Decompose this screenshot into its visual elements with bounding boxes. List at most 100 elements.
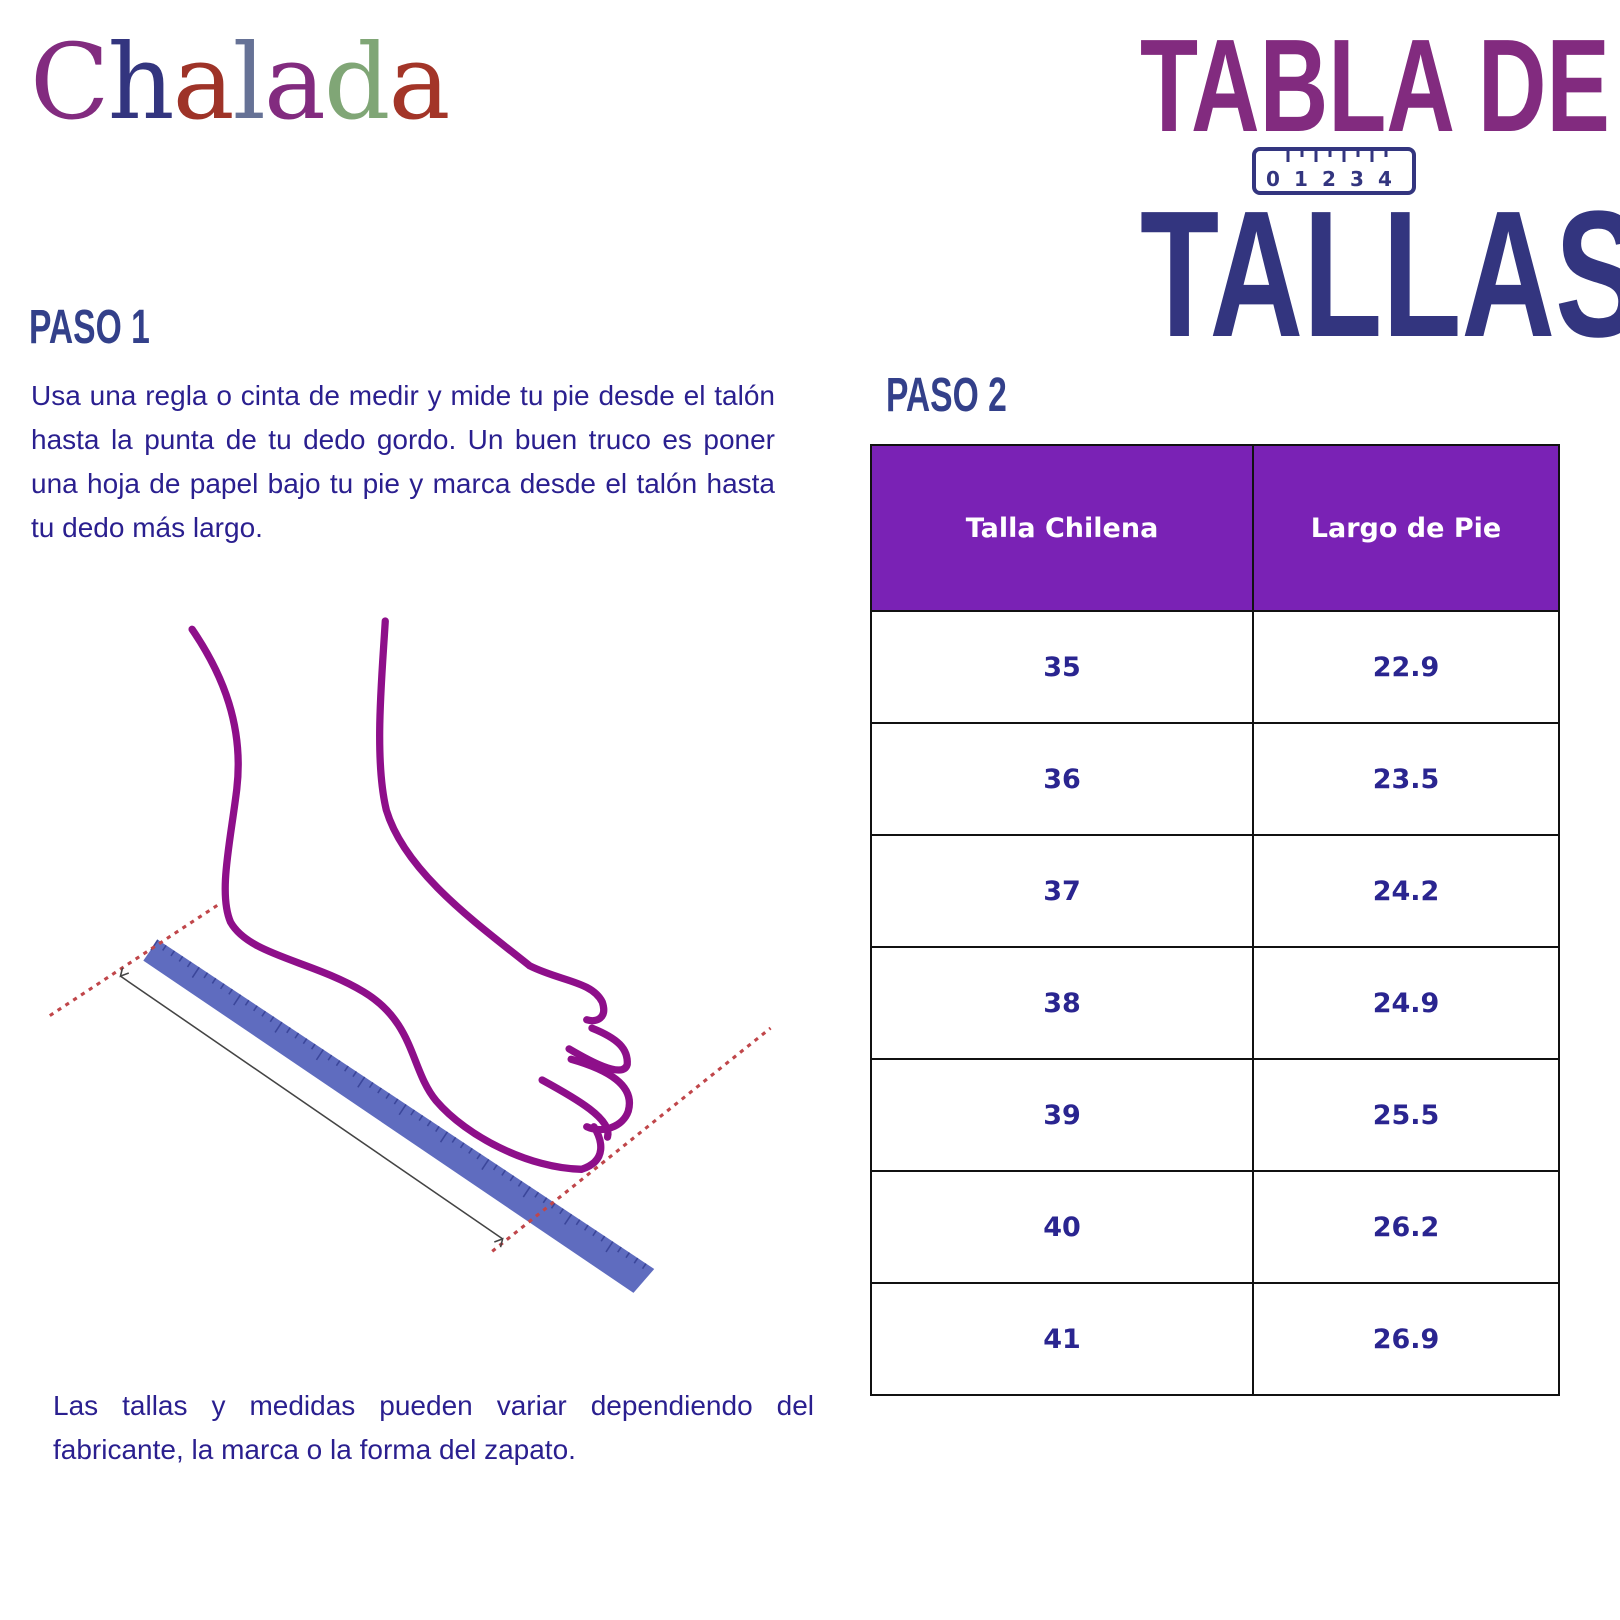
ruler-tick [393,1098,399,1105]
ruler-tick [233,994,242,1006]
ruler-tick [170,950,176,957]
cell-largo: 22.9 [1252,610,1560,724]
logo-letter: l [232,21,266,143]
table-row: 35 22.9 [870,610,1560,724]
ruler-tick [178,955,184,962]
logo-letter: a [172,21,235,143]
ruler-number: 1 [1294,167,1308,191]
size-table: Talla Chilena Largo de Pie 35 22.9 36 23.5 3… [870,444,1560,1396]
logo-letter: a [263,21,326,143]
ruler-tick [559,1208,564,1215]
table-header-row: Talla Chilena Largo de Pie [870,444,1560,612]
title-line-1: TABLA DE [1140,12,1610,159]
table-row: 40 26.2 [870,1170,1560,1284]
ruler-tick [542,1197,548,1204]
ruler-tick [418,1114,424,1121]
toe-guide-line [491,1026,772,1253]
disclaimer-note: Las tallas y medidas pueden variar depen… [53,1390,814,1465]
ruler-tick [191,966,200,979]
ruler-tick [274,1021,283,1033]
ruler-number: 0 [1266,167,1280,191]
table-row: 38 24.9 [870,946,1560,1060]
ruler-tick [352,1071,358,1078]
ruler-tick [492,1164,498,1171]
ruler-tick [377,1087,382,1094]
ruler-tick [534,1191,540,1198]
ruler-tick [435,1125,440,1132]
table-row: 39 25.5 [870,1058,1560,1172]
logo-letter: C [30,21,110,143]
ruler-tick [310,1043,316,1050]
ruler-tick [481,1158,490,1171]
step1-instructions: Usa una regla o cinta de medir y mide tu… [31,380,775,543]
cell-largo: 26.2 [1252,1170,1560,1284]
step2-heading: PASO 2 [886,369,1007,422]
cell-talla: 37 [870,834,1254,948]
ruler-tick [315,1049,324,1061]
ruler-tick [605,1241,614,1253]
ruler-tick [625,1252,631,1259]
ruler-tick [468,1147,473,1154]
ruler-tick [451,1136,457,1143]
ruler-tick [228,988,233,995]
ruler-tick [575,1219,581,1226]
logo-letter: h [107,21,175,143]
ruler-tick [633,1257,639,1264]
ruler-tick [261,1010,267,1017]
ruler-number: 4 [1378,167,1392,191]
ruler-tick [269,1016,275,1023]
ruler-tick [410,1109,415,1116]
ruler-number: 2 [1322,167,1336,191]
ruler-tick [592,1230,597,1237]
ruler [143,939,655,1293]
ruler-tick [550,1202,556,1209]
ruler-tick [344,1065,349,1072]
ruler-tick [459,1142,465,1149]
ruler-tick [357,1076,366,1088]
ruler-number: 3 [1350,167,1364,191]
chalada-logo: Chalada [30,30,450,134]
cell-talla: 40 [870,1170,1254,1284]
step1-heading: PASO 1 [29,301,150,354]
ruler-tick [600,1235,606,1242]
cell-largo: 24.2 [1252,834,1560,948]
ruler-tick [211,977,217,984]
measure-arrow [120,975,504,1240]
ruler-tick [286,1027,291,1034]
ruler-tick [501,1169,506,1176]
ruler-tick [302,1038,308,1045]
ruler-tick [335,1060,341,1067]
table-row: 41 26.9 [870,1282,1560,1396]
ruler-tick [327,1054,333,1061]
cell-talla: 35 [870,610,1254,724]
cell-talla: 39 [870,1058,1254,1172]
ruler-tick [563,1213,573,1225]
ruler-tick [244,999,250,1006]
cell-talla: 41 [870,1282,1254,1396]
ruler-tick [385,1093,391,1100]
cell-talla: 36 [870,722,1254,836]
header-talla-chilena: Talla Chilena [870,444,1254,612]
ruler-tick [219,983,225,990]
ruler-tick [203,972,209,979]
ruler-tick [253,1005,258,1012]
logo-letter: d [323,21,391,143]
logo-letter: a [388,21,450,143]
ruler-tick [294,1032,300,1039]
foot-outline [188,617,634,1173]
ruler-tick [439,1131,449,1143]
ruler-tick [186,961,192,968]
ruler-tick [398,1103,407,1116]
ruler-tick [522,1186,531,1198]
cell-largo: 23.5 [1252,722,1560,836]
ruler-tick [641,1263,647,1270]
cell-largo: 24.9 [1252,946,1560,1060]
table-row: 36 23.5 [870,722,1560,836]
ruler-tick [509,1175,515,1182]
cell-largo: 26.9 [1252,1282,1560,1396]
cell-talla: 38 [870,946,1254,1060]
heel-guide-line [48,902,222,1017]
table-row: 37 24.2 [870,834,1560,948]
